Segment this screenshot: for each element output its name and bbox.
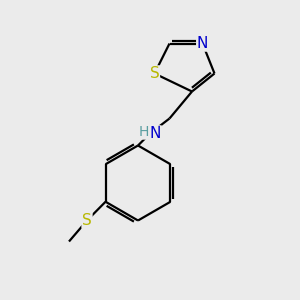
Text: N: N — [197, 36, 208, 51]
Text: S: S — [150, 66, 159, 81]
Text: H: H — [138, 125, 148, 139]
Text: N: N — [150, 126, 161, 141]
Text: S: S — [82, 213, 92, 228]
